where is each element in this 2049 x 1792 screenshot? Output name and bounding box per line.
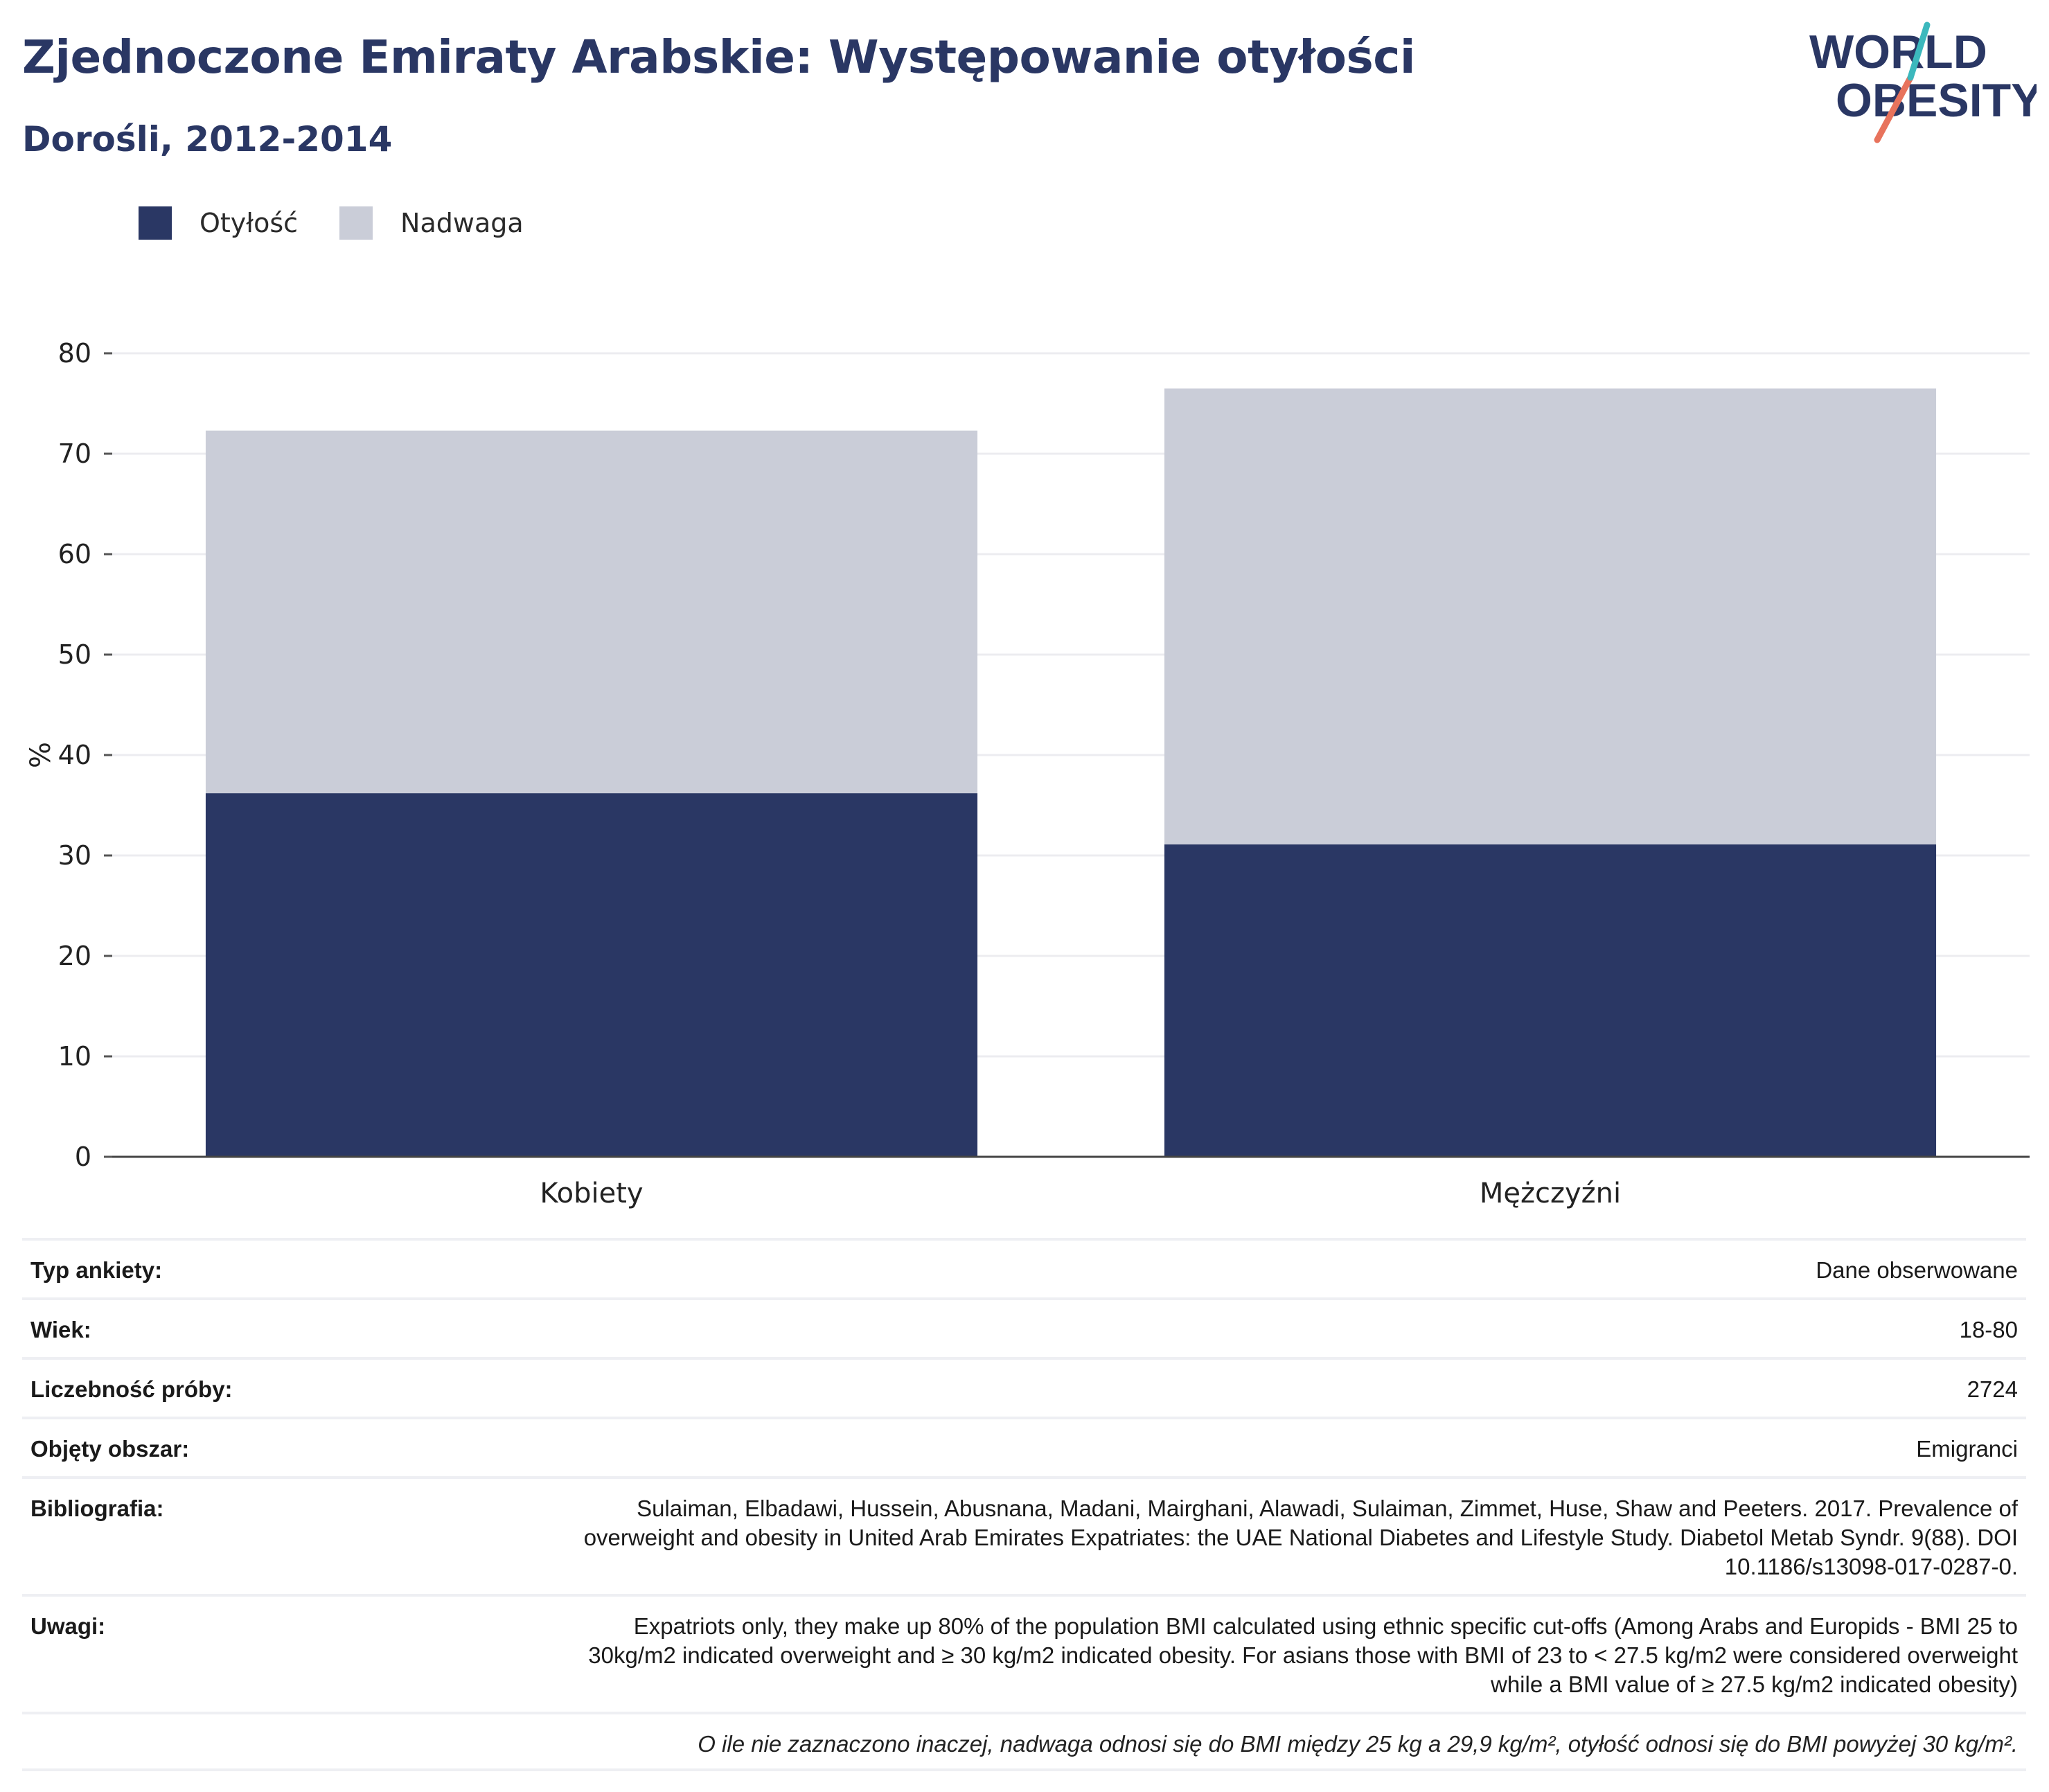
info-label: Wiek: bbox=[30, 1317, 91, 1342]
legend: Otyłość Nadwaga bbox=[139, 206, 565, 240]
legend-item-obesity[interactable]: Otyłość bbox=[139, 206, 298, 240]
y-tick-label: 30 bbox=[58, 840, 91, 871]
bar-obesity-1[interactable] bbox=[1164, 844, 1937, 1157]
info-label: Uwagi: bbox=[30, 1613, 106, 1639]
y-tick-label: 50 bbox=[58, 639, 91, 670]
stacked-bar-chart: 0 10 20 30 40 50 60 70 80% Kobiety Mężczyźni bbox=[25, 338, 2030, 1209]
y-tick-label: 70 bbox=[58, 438, 91, 469]
logo-slash-coral bbox=[1874, 74, 1914, 143]
y-tick-label: 20 bbox=[58, 941, 91, 971]
world-obesity-logo: WORLD OBESITY bbox=[1809, 21, 2037, 143]
logo-line1: WORLD bbox=[1809, 26, 1987, 78]
bar-obesity-0[interactable] bbox=[205, 793, 978, 1157]
bar-overweight-0[interactable] bbox=[205, 430, 978, 794]
info-row: Uwagi: Expatriots only, they make up 80% … bbox=[22, 1594, 2026, 1712]
legend-swatch-obesity bbox=[139, 206, 172, 240]
info-table: Typ ankiety: Dane obserwowane Wiek: 18-80 Li… bbox=[22, 1238, 2026, 1771]
info-label: Liczebność próby: bbox=[30, 1376, 233, 1402]
info-row: Liczebność próby: 2724 bbox=[22, 1357, 2026, 1417]
info-row: Bibliografia: Sulaiman, Elbadawi, Hussein… bbox=[22, 1476, 2026, 1594]
x-tick-label: Kobiety bbox=[540, 1178, 643, 1209]
legend-item-overweight[interactable]: Nadwaga bbox=[339, 206, 524, 240]
legend-label-obesity: Otyłość bbox=[199, 208, 299, 238]
chart-title: Zjednoczone Emiraty Arabskie: Występowan… bbox=[22, 30, 1416, 84]
y-tick-label: 10 bbox=[58, 1041, 91, 1072]
info-label: Typ ankiety: bbox=[30, 1257, 163, 1283]
info-row: Typ ankiety: Dane obserwowane bbox=[22, 1238, 2026, 1297]
info-row: Objęty obszar: Emigranci bbox=[22, 1417, 2026, 1476]
info-value: 18-80 bbox=[1959, 1317, 2018, 1342]
info-row: Wiek: 18-80 bbox=[22, 1297, 2026, 1357]
bar-overweight-1[interactable] bbox=[1164, 388, 1937, 845]
logo-slash-teal bbox=[1907, 21, 1931, 81]
info-label: Objęty obszar: bbox=[30, 1436, 190, 1462]
y-tick-label: 40 bbox=[58, 740, 91, 770]
y-tick-label: 60 bbox=[58, 539, 91, 569]
info-label: Bibliografia: bbox=[30, 1496, 164, 1521]
info-value: Sulaiman, Elbadawi, Hussein, Abusnana, M… bbox=[583, 1496, 2018, 1579]
y-tick-label: 80 bbox=[58, 338, 91, 369]
y-axis-label: % bbox=[25, 742, 57, 768]
info-value: Expatriots only, they make up 80% of the… bbox=[588, 1613, 2018, 1697]
legend-swatch-overweight bbox=[339, 206, 373, 240]
info-value: Dane obserwowane bbox=[1816, 1257, 2018, 1283]
legend-label-overweight: Nadwaga bbox=[400, 208, 524, 238]
logo-line2: OBESITY bbox=[1836, 74, 2037, 127]
chart-subtitle: Dorośli, 2012-2014 bbox=[22, 119, 393, 159]
info-value: Emigranci bbox=[1916, 1436, 2018, 1462]
x-tick-label: Mężczyźni bbox=[1480, 1178, 1621, 1209]
y-tick-label: 0 bbox=[75, 1142, 91, 1172]
footnote: O ile nie zaznaczono inaczej, nadwaga od… bbox=[22, 1712, 2026, 1771]
info-value: 2724 bbox=[1967, 1376, 2018, 1402]
